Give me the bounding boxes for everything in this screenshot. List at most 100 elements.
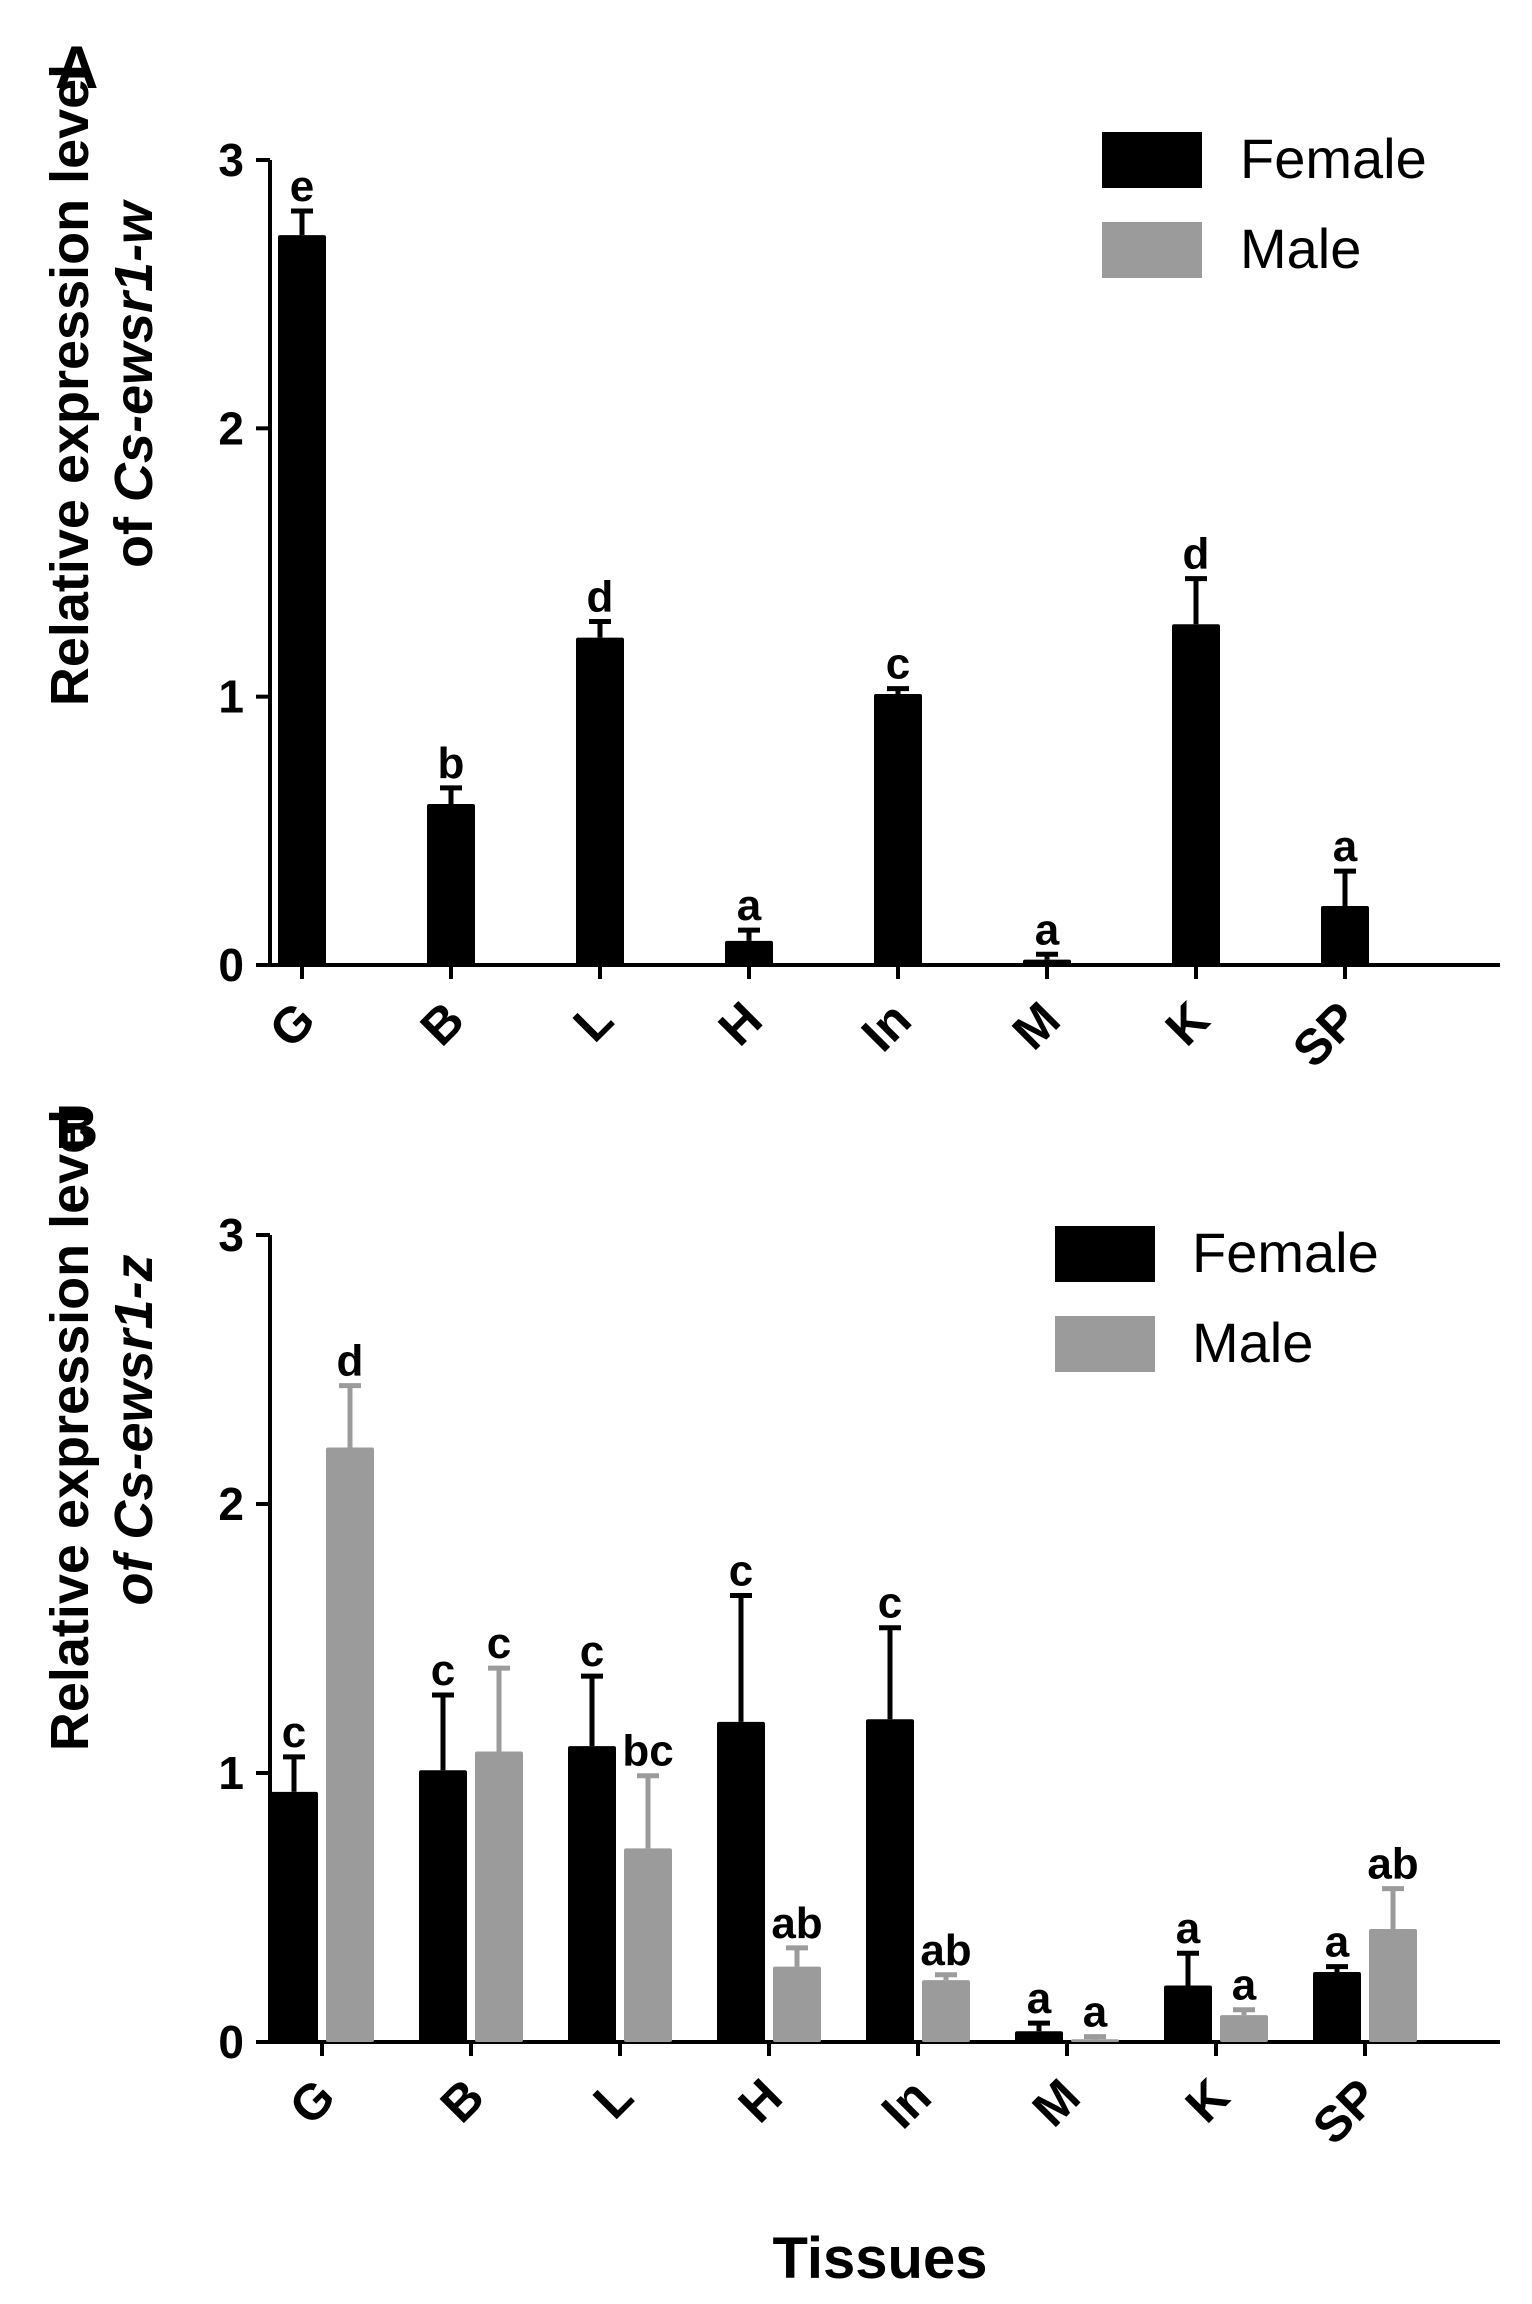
sig-label-b-female-g: c — [282, 1708, 306, 1757]
y-tick-label-a-3: 3 — [218, 134, 244, 186]
sig-label-b-male-h: ab — [771, 1899, 822, 1948]
x-tick-label-b-sp: SP — [1302, 2068, 1389, 2155]
bars-a: e b d a c a d a — [278, 162, 1369, 966]
y-axis-label-a-line1: Relative expression level — [40, 64, 100, 706]
panel-letter-b: B — [55, 1094, 98, 1161]
sig-label-b-male-g: d — [337, 1337, 364, 1386]
sig-label-b-female-in: c — [878, 1579, 902, 1628]
sig-label-b-male-l: bc — [622, 1727, 673, 1776]
legend-b: Female Male — [1055, 1221, 1379, 1374]
sig-label-a-female-g: e — [290, 162, 314, 211]
y-axis-label-a: Relative expression level of Cs-ewsr1-w — [40, 64, 164, 706]
legend-a-female-swatch — [1102, 132, 1202, 188]
y-tick-label-a-1: 1 — [218, 671, 244, 723]
y-tick-label-a-2: 2 — [218, 402, 244, 454]
y-axis-label-b-gene: Cs-ewsr1-z — [104, 1254, 164, 1539]
x-tick-label-b-g: G — [279, 2068, 346, 2135]
y-tick-label-a-0: 0 — [218, 939, 244, 991]
sig-label-a-female-l: d — [587, 573, 614, 622]
x-tick-label-a-sp: SP — [1282, 991, 1369, 1078]
x-tick-label-a-h: H — [708, 991, 773, 1056]
sig-label-a-female-k: d — [1183, 530, 1210, 579]
bar-b-female-l — [568, 1746, 616, 2042]
legend-b-male-label: Male — [1192, 1311, 1313, 1374]
sig-label-b-female-k: a — [1176, 1904, 1201, 1953]
bar-b-male-b — [475, 1751, 523, 2042]
bar-b-female-b — [419, 1770, 467, 2042]
bar-a-female-h — [725, 940, 773, 965]
y-tick-label-b-0: 0 — [218, 2016, 244, 2068]
bar-b-male-in — [922, 1980, 970, 2042]
panel-letter-a: A — [55, 34, 98, 101]
x-tick-label-b-in: In — [871, 2068, 942, 2139]
bar-a-female-l — [576, 637, 624, 965]
legend-a: Female Male — [1102, 127, 1427, 280]
bar-b-male-k — [1220, 2015, 1268, 2042]
x-tick-label-a-g: G — [259, 991, 326, 1058]
x-tick-label-b-k: K — [1175, 2068, 1240, 2133]
x-tick-label-a-m: M — [1002, 991, 1071, 1060]
y-tick-label-b-1: 1 — [218, 1747, 244, 1799]
bar-a-female-sp — [1321, 905, 1369, 965]
x-tick-label-a-l: L — [563, 991, 624, 1052]
x-tick-label-a-k: K — [1155, 991, 1220, 1056]
legend-b-female-swatch — [1055, 1226, 1155, 1282]
sig-label-b-female-l: c — [580, 1627, 604, 1676]
sig-label-b-female-sp: a — [1325, 1918, 1350, 1967]
y-axis-label-a-prefix: of — [104, 502, 164, 568]
panel-a: A Relative expression level of Cs-ewsr1-… — [40, 34, 1500, 1078]
legend-b-female-label: Female — [1192, 1221, 1379, 1284]
sig-label-b-male-in: ab — [920, 1926, 971, 1975]
panel-b: B Relative expression level of Cs-ewsr1-… — [40, 1094, 1500, 2155]
sig-label-a-female-b: b — [438, 739, 465, 788]
legend-a-female-label: Female — [1240, 127, 1427, 190]
y-axis-label-a-line2: of Cs-ewsr1-w — [104, 199, 164, 568]
bar-b-male-m — [1071, 2039, 1119, 2042]
bar-a-female-k — [1172, 624, 1220, 965]
bar-b-female-in — [866, 1719, 914, 2042]
sig-label-a-female-sp: a — [1333, 822, 1358, 871]
bar-b-male-g — [326, 1447, 374, 2042]
x-tick-label-b-b: B — [430, 2068, 495, 2133]
sig-label-a-female-m: a — [1035, 905, 1060, 954]
bar-b-male-h — [773, 1966, 821, 2042]
bar-b-male-sp — [1369, 1929, 1417, 2042]
bar-b-female-h — [717, 1721, 765, 2042]
y-axis-label-b: Relative expression level of Cs-ewsr1-z — [40, 1109, 164, 1751]
y-tick-label-b-3: 3 — [218, 1209, 244, 1261]
sig-label-b-female-h: c — [729, 1546, 753, 1595]
y-axis-label-b-prefix: of — [104, 1540, 164, 1606]
y-tick-label-b-2: 2 — [218, 1478, 244, 1530]
sig-label-b-male-sp: ab — [1367, 1840, 1418, 1889]
sig-label-b-male-k: a — [1232, 1961, 1257, 2010]
sig-label-b-female-m: a — [1027, 1974, 1052, 2023]
x-tick-label-a-in: In — [851, 991, 922, 1062]
bar-a-female-m — [1023, 959, 1071, 965]
bar-a-female-b — [427, 804, 475, 965]
legend-a-male-swatch — [1102, 222, 1202, 278]
y-axis-label-b-line2: of Cs-ewsr1-z — [104, 1254, 164, 1605]
bar-b-female-m — [1015, 2031, 1063, 2042]
x-tick-label-b-m: M — [1022, 2068, 1091, 2137]
sig-label-a-female-h: a — [737, 881, 762, 930]
legend-b-male-swatch — [1055, 1316, 1155, 1372]
x-tick-label-b-h: H — [728, 2068, 793, 2133]
y-axis-label-b-line1: Relative expression level — [40, 1109, 100, 1751]
bar-b-male-l — [624, 1848, 672, 2042]
sig-label-b-female-b: c — [431, 1646, 455, 1695]
y-axis-label-a-gene: Cs-ewsr1-w — [104, 199, 164, 502]
x-tick-label-b-l: L — [583, 2068, 644, 2129]
sig-label-b-male-b: c — [487, 1619, 511, 1668]
sig-label-a-female-in: c — [886, 640, 910, 689]
x-axis-label: Tissues — [773, 2226, 988, 2291]
sig-label-b-male-m: a — [1083, 1988, 1108, 2037]
bar-b-female-g — [270, 1791, 318, 2042]
bar-b-female-k — [1164, 1985, 1212, 2042]
bar-a-female-g — [278, 235, 326, 966]
bar-b-female-sp — [1313, 1972, 1361, 2042]
legend-a-male-label: Male — [1240, 217, 1361, 280]
x-tick-label-a-b: B — [410, 991, 475, 1056]
bar-a-female-in — [874, 693, 922, 965]
